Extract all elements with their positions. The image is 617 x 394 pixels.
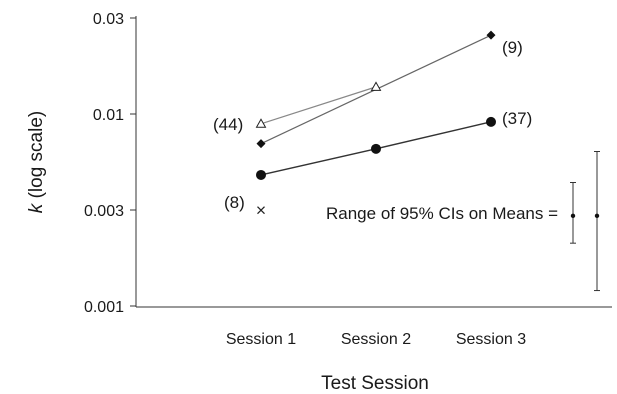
x-axis-title: Test Session — [321, 373, 429, 394]
data-point-diamond — [486, 30, 496, 40]
data-point-triangle — [370, 81, 382, 91]
ci-mean-dot — [594, 213, 600, 219]
x-tick-label: Session 2 — [341, 331, 411, 348]
y-axis-title-variable: k — [26, 202, 47, 213]
ci-bars — [570, 151, 600, 292]
y-axis-title-rest: (log scale) — [26, 111, 47, 204]
data-point-cross — [257, 206, 265, 215]
series-label-44: (44) — [213, 115, 243, 134]
data-point-circle — [371, 143, 381, 154]
y-tick-label: 0.003 — [84, 203, 124, 220]
series-label-9: (9) — [502, 38, 523, 57]
x-tick-label: Session 1 — [226, 331, 296, 348]
y-tick-label: 0.03 — [93, 11, 124, 28]
series-label-8: (8) — [224, 193, 245, 212]
data-point-circle — [486, 116, 496, 127]
y-tick-label: 0.01 — [93, 107, 124, 124]
y-ticks: 0.03 0.01 0.003 0.001 — [84, 11, 136, 316]
data-point-diamond — [256, 139, 266, 149]
y-axis-title: k (log scale) — [26, 111, 47, 213]
series-lines — [260, 34, 492, 176]
ci-bar — [570, 181, 576, 244]
series-label-37: (37) — [502, 109, 532, 128]
data-point-circle — [256, 169, 266, 180]
x-tick-label: Session 3 — [456, 331, 526, 348]
ci-bar — [594, 151, 600, 292]
series-markers — [255, 30, 496, 215]
y-tick-label: 0.001 — [84, 299, 124, 316]
ci-annotation: Range of 95% CIs on Means = — [326, 204, 558, 223]
series-line — [260, 86, 377, 125]
ci-mean-dot — [570, 213, 576, 219]
data-point-triangle — [255, 118, 267, 128]
